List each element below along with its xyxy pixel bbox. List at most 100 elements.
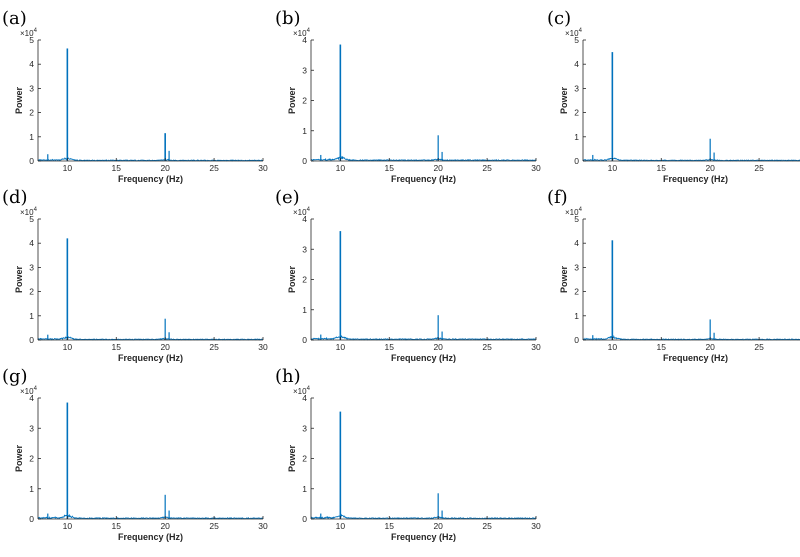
spectrum-series <box>582 335 800 341</box>
y-axis-label: Power <box>14 87 24 115</box>
y-tick-label: 5 <box>29 214 34 224</box>
panel-label-d: (d) <box>2 187 28 208</box>
x-tick-label: 15 <box>657 342 667 352</box>
x-tick-label: 25 <box>482 342 492 352</box>
y-tick-label: 2 <box>29 454 34 464</box>
x-tick-label: 15 <box>385 163 395 173</box>
y-exponent-label: ×104 <box>293 28 311 38</box>
x-axis-label: Frequency (Hz) <box>391 532 456 542</box>
x-tick-label: 20 <box>160 521 170 531</box>
y-tick-label: 0 <box>574 156 579 166</box>
x-tick-label: 10 <box>63 163 73 173</box>
y-exponent-label: ×104 <box>565 28 583 38</box>
x-tick-label: 25 <box>482 521 492 531</box>
x-tick-label: 20 <box>433 342 443 352</box>
y-tick-label: 1 <box>302 484 307 494</box>
y-tick-label: 2 <box>302 96 307 106</box>
x-tick-label: 15 <box>657 163 667 173</box>
x-tick-label: 10 <box>63 521 73 531</box>
spectrum-series <box>37 157 264 162</box>
x-tick-label: 30 <box>258 521 268 531</box>
panel-label-c: (c) <box>547 8 571 29</box>
x-tick-label: 20 <box>160 342 170 352</box>
panel-label-g: (g) <box>2 366 28 387</box>
y-tick-label: 3 <box>574 83 579 93</box>
y-tick-label: 3 <box>29 262 34 272</box>
y-tick-label: 1 <box>302 305 307 315</box>
x-tick-label: 10 <box>608 163 618 173</box>
x-tick-label: 10 <box>336 521 346 531</box>
y-tick-label: 2 <box>29 287 34 297</box>
y-tick-label: 5 <box>29 35 34 45</box>
spectrum-series <box>310 335 537 341</box>
y-tick-label: 0 <box>302 514 307 524</box>
y-tick-label: 5 <box>574 35 579 45</box>
y-tick-label: 1 <box>29 132 34 142</box>
y-tick-label: 0 <box>302 156 307 166</box>
x-tick-label: 15 <box>385 342 395 352</box>
x-tick-label: 20 <box>705 342 715 352</box>
spectrum-series <box>37 513 264 520</box>
x-tick-label: 30 <box>258 342 268 352</box>
x-axis-label: Frequency (Hz) <box>663 174 728 184</box>
x-axis-label: Frequency (Hz) <box>118 353 183 363</box>
spectrum-series <box>37 336 264 341</box>
spectrum-series <box>310 155 537 162</box>
y-tick-label: 4 <box>302 393 307 403</box>
y-axis-label: Power <box>14 266 24 294</box>
x-tick-label: 25 <box>754 342 764 352</box>
y-axis-label: Power <box>559 266 569 294</box>
spectrum-series <box>582 157 800 162</box>
x-tick-label: 25 <box>482 163 492 173</box>
y-axis-label: Power <box>287 87 297 115</box>
x-tick-label: 25 <box>209 521 219 531</box>
x-tick-label: 30 <box>531 342 541 352</box>
y-exponent-label: ×104 <box>293 386 311 396</box>
y-tick-label: 1 <box>574 132 579 142</box>
x-tick-label: 20 <box>433 521 443 531</box>
x-tick-label: 15 <box>385 521 395 531</box>
y-exponent-label: ×104 <box>565 207 583 217</box>
y-tick-label: 3 <box>574 262 579 272</box>
y-axis-label: Power <box>14 445 24 473</box>
x-tick-label: 10 <box>336 342 346 352</box>
y-tick-label: 2 <box>302 275 307 285</box>
y-axis-label: Power <box>287 266 297 294</box>
y-tick-label: 2 <box>574 108 579 118</box>
y-tick-label: 4 <box>29 59 34 69</box>
y-tick-label: 0 <box>29 514 34 524</box>
y-tick-label: 4 <box>574 59 579 69</box>
y-tick-label: 0 <box>29 335 34 345</box>
x-tick-label: 30 <box>531 163 541 173</box>
x-axis-label: Frequency (Hz) <box>391 174 456 184</box>
y-tick-label: 4 <box>29 393 34 403</box>
y-tick-label: 4 <box>574 238 579 248</box>
x-tick-label: 20 <box>160 163 170 173</box>
x-tick-label: 20 <box>705 163 715 173</box>
y-tick-label: 0 <box>302 335 307 345</box>
y-tick-label: 3 <box>302 65 307 75</box>
panel-label-h: (h) <box>275 366 301 387</box>
y-tick-label: 3 <box>29 83 34 93</box>
x-tick-label: 25 <box>754 163 764 173</box>
y-axis-label: Power <box>559 87 569 115</box>
x-tick-label: 10 <box>336 163 346 173</box>
panel-label-f: (f) <box>547 187 568 208</box>
x-axis-label: Frequency (Hz) <box>118 174 183 184</box>
y-tick-label: 2 <box>29 108 34 118</box>
x-tick-label: 30 <box>531 521 541 531</box>
y-tick-label: 1 <box>574 311 579 321</box>
y-tick-label: 1 <box>29 484 34 494</box>
x-tick-label: 10 <box>63 342 73 352</box>
y-axis-label: Power <box>287 445 297 473</box>
panel-label-e: (e) <box>275 187 300 208</box>
x-tick-label: 25 <box>209 342 219 352</box>
y-exponent-label: ×104 <box>293 207 311 217</box>
panel-label-b: (b) <box>275 8 301 29</box>
x-tick-label: 20 <box>433 163 443 173</box>
x-axis-label: Frequency (Hz) <box>391 353 456 363</box>
y-tick-label: 2 <box>302 454 307 464</box>
x-tick-label: 15 <box>112 521 122 531</box>
y-tick-label: 3 <box>302 423 307 433</box>
